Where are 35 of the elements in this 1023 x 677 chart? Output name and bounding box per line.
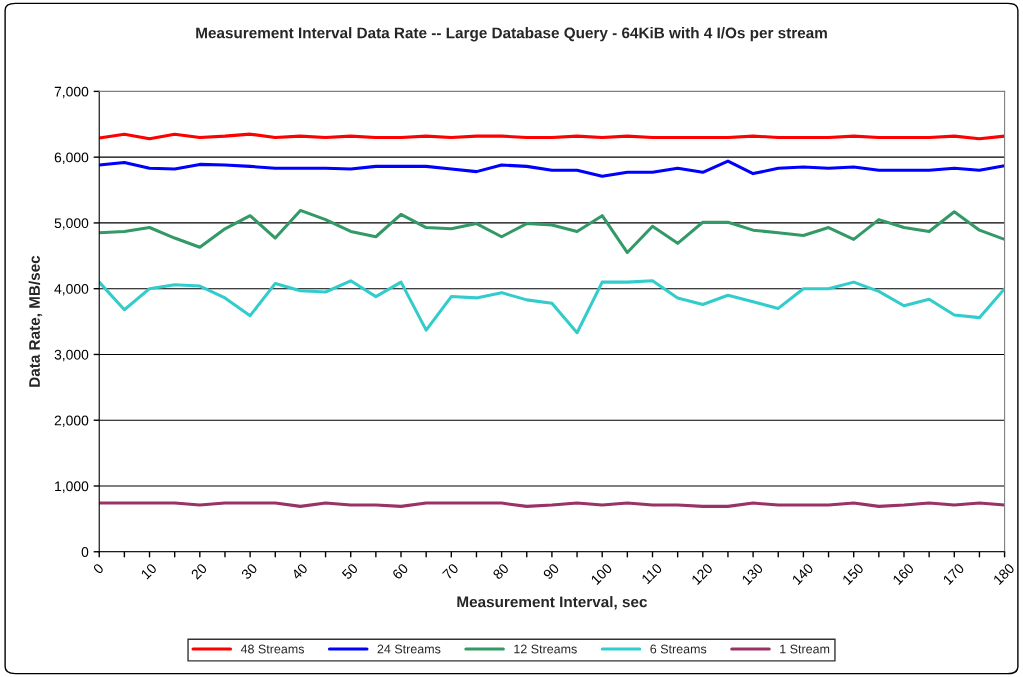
x-tick-label: 100 [590, 562, 613, 586]
legend-label: 24 Streams [377, 644, 441, 654]
x-tick-label: 120 [691, 562, 714, 586]
x-tick-label: 80 [492, 562, 510, 580]
x-tick-label: 50 [341, 562, 359, 580]
y-tick-label: 5,000 [54, 218, 89, 230]
x-tick-label: 70 [442, 562, 460, 580]
x-tick-label: 140 [791, 562, 814, 586]
y-tick-label: 7,000 [54, 86, 89, 99]
x-tick-label: 60 [391, 562, 409, 580]
x-tick-label: 170 [942, 562, 965, 586]
x-tick-label: 180 [992, 562, 1016, 586]
legend-label: 12 Streams [514, 644, 577, 654]
x-tick-label: 40 [290, 562, 309, 581]
x-tick-label: 130 [741, 562, 764, 586]
x-tick-label: 10 [140, 562, 158, 580]
y-tick-label: 3,000 [54, 349, 89, 362]
legend-label: 6 Streams [650, 644, 707, 654]
y-tick-label: 1,000 [55, 481, 89, 493]
y-tick-label: 2,000 [54, 415, 89, 428]
x-tick-label: 0 [92, 562, 105, 575]
x-tick-label: 150 [841, 562, 865, 586]
x-tick-label: 160 [892, 562, 915, 586]
chart-title: Measurement Interval Data Rate -- Large Database Query - 64KiB with 4 I/Os per stream [196, 27, 827, 42]
legend-label: 1 Stream [780, 644, 830, 654]
x-tick-label: 90 [542, 562, 560, 580]
x-tick-label: 30 [240, 562, 258, 580]
y-tick-label: 0 [81, 547, 89, 557]
x-tick-label: 110 [641, 562, 663, 585]
x-axis-title: Measurement Interval, sec [457, 596, 647, 610]
legend-label: 48 Streams [240, 644, 305, 654]
y-tick-label: 6,000 [54, 152, 89, 164]
x-tick-label: 20 [190, 562, 208, 580]
y-tick-label: 4,000 [54, 284, 89, 296]
y-axis-title: Data Rate, MB/sec [28, 255, 43, 387]
